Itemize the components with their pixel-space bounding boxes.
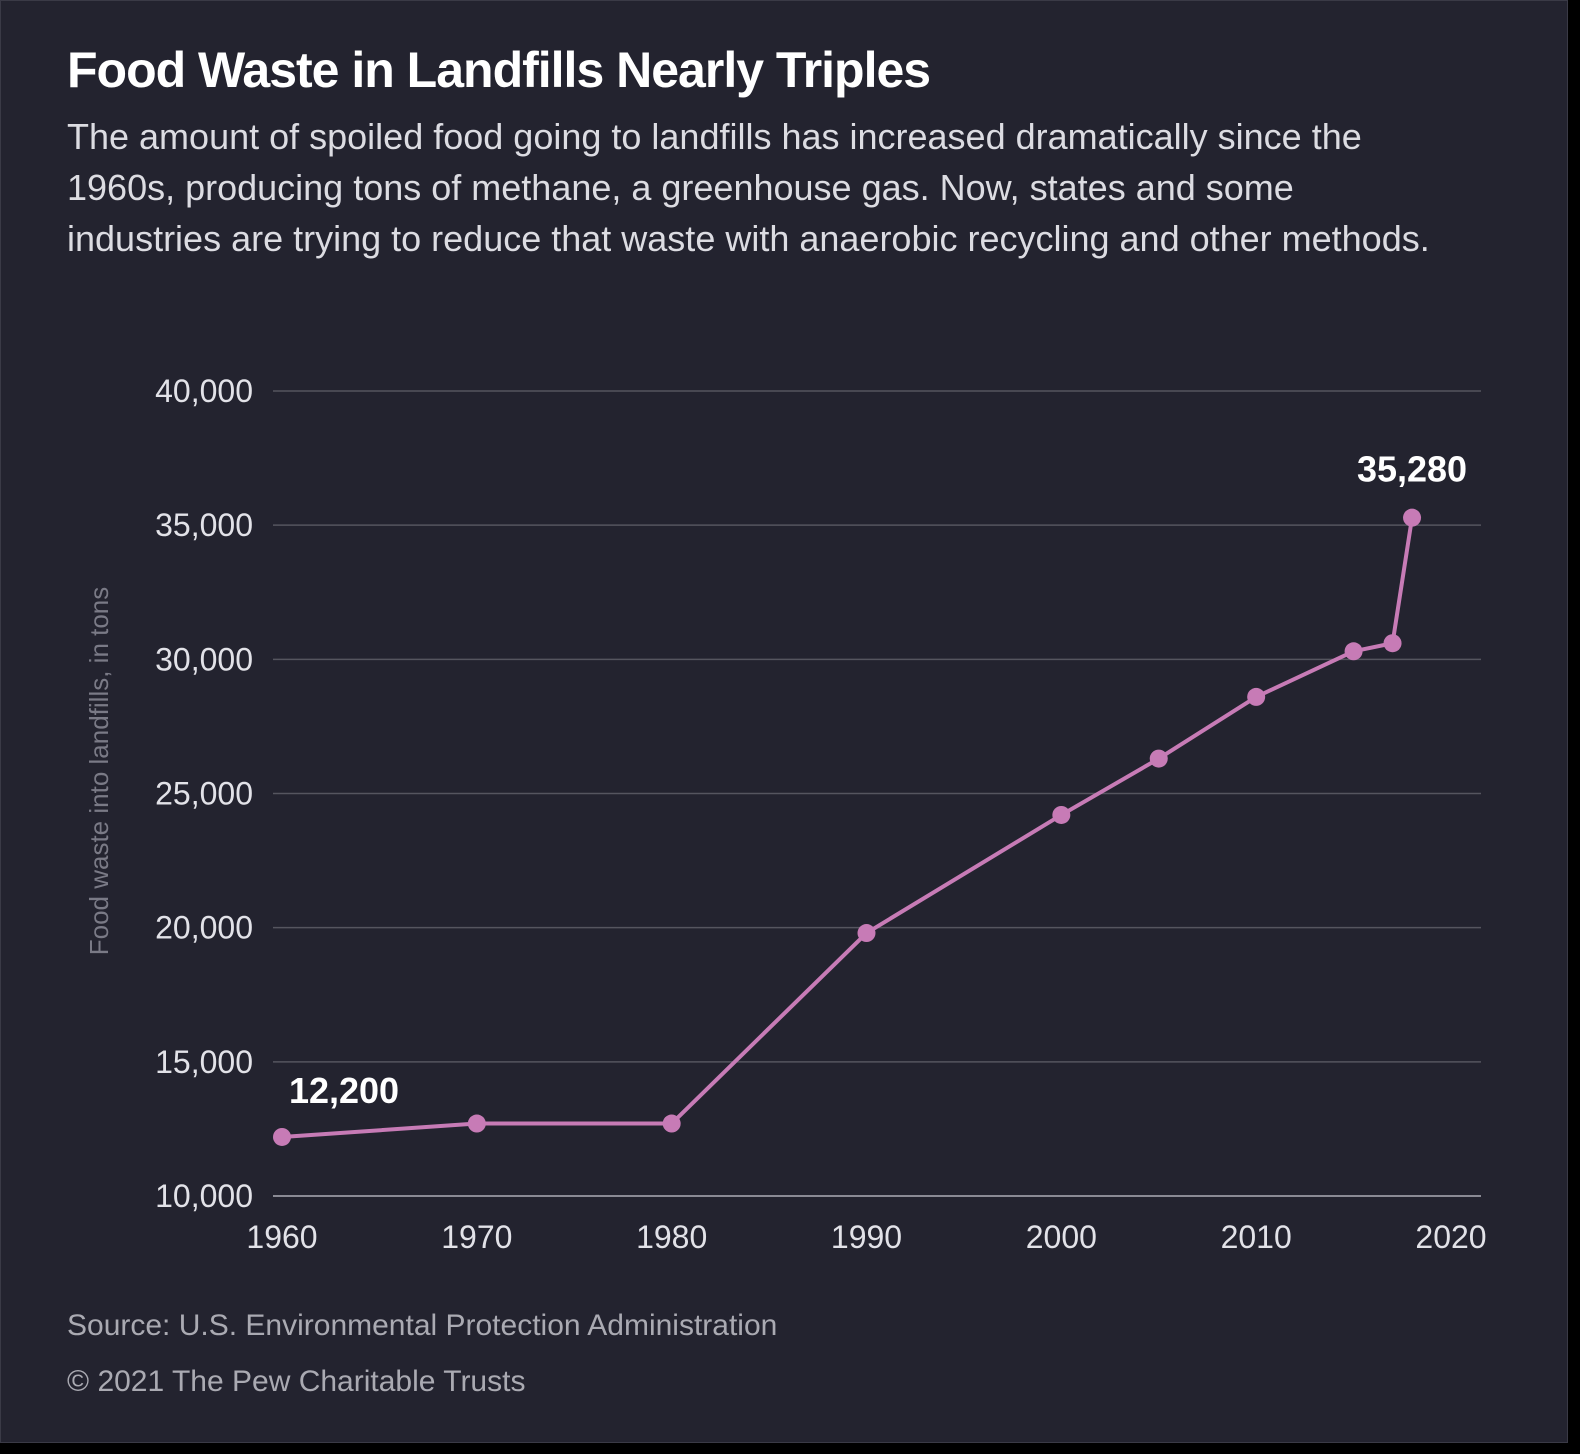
- data-point: [1247, 687, 1266, 706]
- y-tick-label: 35,000: [155, 507, 253, 543]
- y-tick-label: 20,000: [155, 910, 253, 946]
- x-tick-label: 1980: [636, 1219, 707, 1255]
- gridlines: [273, 390, 1481, 1197]
- y-tick-label: 15,000: [155, 1044, 253, 1080]
- line-chart: 10,000 15,000 20,000 25,000 30,000 35,000 40,0…: [84, 373, 1487, 1255]
- x-tick-label: 1970: [441, 1219, 512, 1255]
- y-axis-label: Food waste into landfills, in tons: [84, 587, 114, 956]
- x-tick-label: 2000: [1026, 1219, 1097, 1255]
- y-axis-ticks: 10,000 15,000 20,000 25,000 30,000 35,000 40,0…: [155, 373, 253, 1214]
- data-point: [1383, 634, 1402, 653]
- data-label: 12,200: [289, 1070, 399, 1111]
- data-point: [1403, 508, 1422, 527]
- x-tick-label: 2020: [1415, 1219, 1486, 1255]
- data-point: [662, 1114, 681, 1133]
- x-tick-label: 2010: [1221, 1219, 1292, 1255]
- y-tick-label: 25,000: [155, 776, 253, 812]
- x-axis-ticks: 1960 1970 1980 1990 2000 2010 2020: [246, 1219, 1486, 1255]
- series-line: [281, 517, 1415, 1139]
- data-point: [857, 924, 876, 943]
- data-point: [1149, 749, 1168, 768]
- series-layer: [273, 508, 1422, 1146]
- y-tick-label: 10,000: [155, 1178, 253, 1214]
- data-point: [273, 1127, 291, 1146]
- y-tick-label: 30,000: [155, 641, 253, 677]
- data-label: 35,280: [1357, 449, 1467, 490]
- chart-title: Food Waste in Landfills Nearly Triples: [67, 42, 931, 98]
- data-point: [1052, 805, 1071, 824]
- x-tick-label: 1990: [831, 1219, 902, 1255]
- annotations: 12,200 35,280: [289, 449, 1467, 1111]
- copyright-note: © 2021 The Pew Charitable Trusts: [67, 1365, 526, 1398]
- chart-subtitle: The amount of spoiled food going to land…: [67, 116, 1430, 259]
- source-note: Source: U.S. Environmental Protection Ad…: [67, 1309, 778, 1342]
- data-point: [1344, 642, 1363, 661]
- data-point: [467, 1114, 486, 1133]
- y-tick-label: 40,000: [155, 373, 253, 409]
- x-tick-label: 1960: [246, 1219, 317, 1255]
